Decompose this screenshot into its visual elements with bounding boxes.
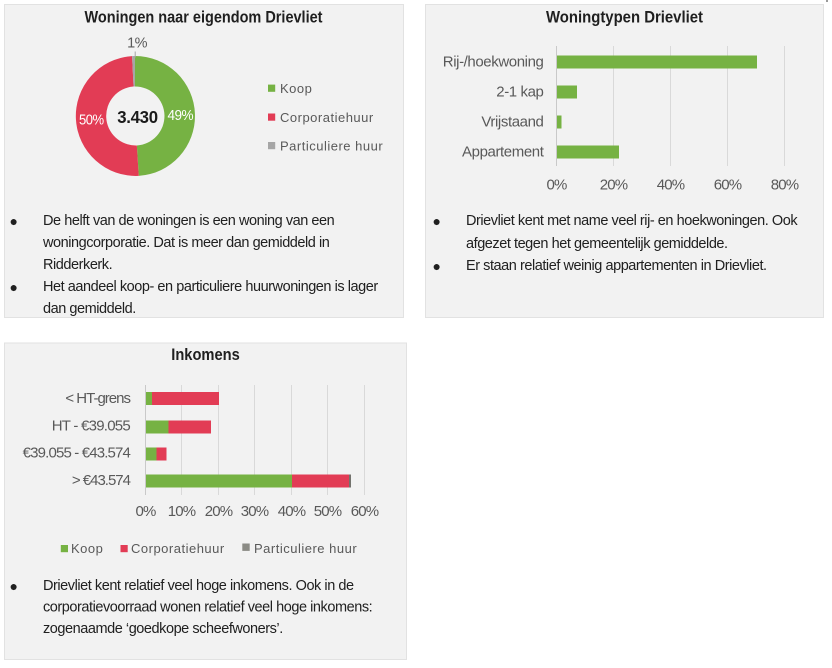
svg-text:Inkomens: Inkomens: [171, 345, 240, 364]
svg-text:> €43.574: > €43.574: [72, 472, 131, 489]
svg-text:0%: 0%: [546, 177, 567, 194]
svg-text:20%: 20%: [600, 177, 628, 194]
svg-text:40%: 40%: [278, 503, 306, 520]
svg-text:Corporatiehuur: Corporatiehuur: [280, 110, 374, 125]
svg-text:●: ●: [433, 258, 441, 274]
svg-text:Drievliet kent relatief veel h: Drievliet kent relatief veel hoge inkome…: [43, 578, 354, 594]
svg-text:Woningtypen Drievliet: Woningtypen Drievliet: [546, 8, 703, 27]
svg-text:Drievliet kent met name veel r: Drievliet kent met name veel rij- en hoe…: [466, 213, 798, 229]
svg-text:zogenaamde ‘goedkope scheefwon: zogenaamde ‘goedkope scheefwoners’.: [43, 621, 283, 637]
svg-text:< HT-grens: < HT-grens: [65, 390, 130, 407]
svg-text:●: ●: [10, 213, 18, 229]
svg-text:80%: 80%: [771, 177, 799, 194]
svg-text:Woningen naar eigendom Drievli: Woningen naar eigendom Drievliet: [85, 8, 323, 27]
svg-text:corporatievoorraad wonen relat: corporatievoorraad wonen relatief veel h…: [43, 600, 372, 616]
svg-text:HT - €39.055: HT - €39.055: [52, 418, 131, 435]
svg-text:49%: 49%: [168, 108, 194, 124]
svg-text:dan gemiddeld.: dan gemiddeld.: [43, 301, 136, 317]
svg-text:afgezet tegen het gemeentelijk: afgezet tegen het gemeentelijk gemiddeld…: [466, 236, 728, 252]
svg-text:2-1 kap: 2-1 kap: [496, 84, 543, 101]
svg-text:woningcorporatie. Dat is meer: woningcorporatie. Dat is meer dan gemidd…: [42, 235, 330, 251]
svg-text:Appartement: Appartement: [462, 144, 545, 161]
svg-text:●: ●: [10, 578, 18, 594]
svg-text:30%: 30%: [241, 503, 269, 520]
svg-text:Koop: Koop: [280, 81, 312, 96]
svg-text:1%: 1%: [127, 36, 147, 52]
svg-text:3.430: 3.430: [117, 107, 158, 127]
svg-text:De helft van de woningen is ee: De helft van de woningen is een woning v…: [43, 213, 335, 229]
svg-text:40%: 40%: [657, 177, 685, 194]
svg-text:Corporatiehuur: Corporatiehuur: [131, 541, 225, 556]
svg-text:●: ●: [433, 213, 441, 229]
svg-text:Particuliere huur: Particuliere huur: [280, 139, 383, 154]
svg-text:Ridderkerk.: Ridderkerk.: [43, 257, 112, 273]
svg-text:●: ●: [10, 279, 18, 295]
svg-text:10%: 10%: [168, 503, 196, 520]
svg-text:Koop: Koop: [71, 541, 103, 556]
svg-text:50%: 50%: [314, 503, 342, 520]
svg-text:Particuliere huur: Particuliere huur: [254, 541, 357, 556]
svg-text:20%: 20%: [205, 503, 233, 520]
svg-text:Het aandeel koop- en particuli: Het aandeel koop- en particuliere huurwo…: [43, 279, 378, 295]
svg-text:50%: 50%: [79, 112, 104, 128]
svg-text:Er staan relatief weinig appar: Er staan relatief weinig appartementen i…: [466, 258, 767, 274]
svg-text:€39.055 - €43.574: €39.055 - €43.574: [23, 445, 131, 462]
svg-text:Vrijstaand: Vrijstaand: [481, 114, 543, 131]
svg-text:Rij-/hoekwoning: Rij-/hoekwoning: [443, 54, 544, 71]
svg-text:0%: 0%: [135, 503, 156, 520]
svg-text:60%: 60%: [351, 503, 379, 520]
svg-text:60%: 60%: [714, 177, 742, 194]
